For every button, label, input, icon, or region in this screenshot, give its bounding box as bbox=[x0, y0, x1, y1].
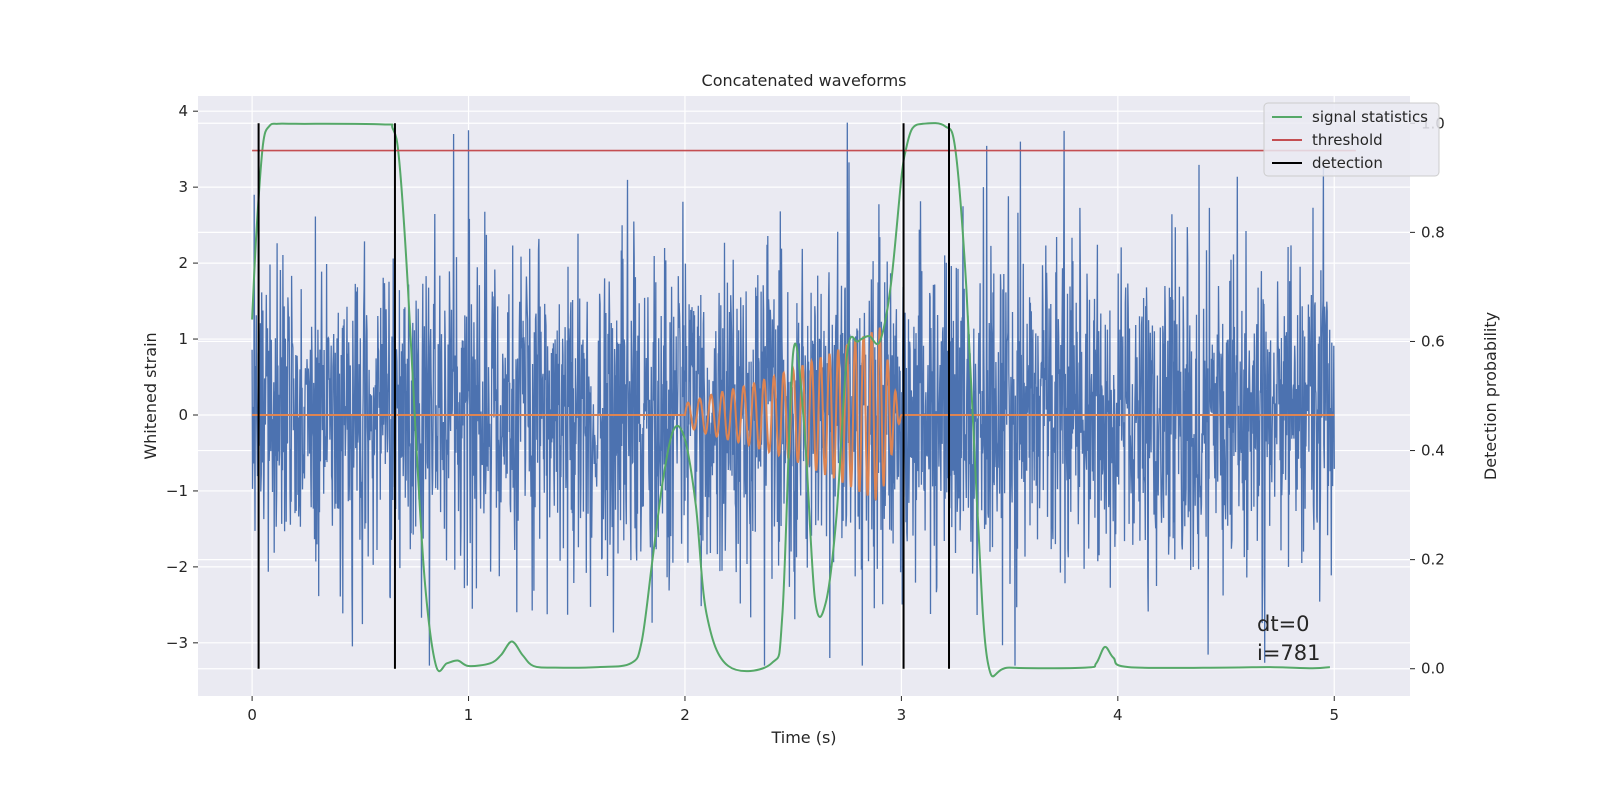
annotation-dt: dt=0 bbox=[1257, 612, 1310, 636]
legend: signal statistics threshold detection bbox=[1263, 102, 1440, 177]
y-axis-label: Whitened strain bbox=[141, 332, 160, 459]
x-tick-label: 3 bbox=[897, 706, 907, 724]
y-tick-label: 0 bbox=[178, 406, 188, 424]
x-axis-label: Time (s) bbox=[770, 728, 836, 747]
y2-tick-label: 0.6 bbox=[1421, 332, 1445, 350]
y2-tick-label: 0.4 bbox=[1421, 442, 1445, 460]
signal-statistics-series bbox=[251, 122, 1330, 678]
x-tick-label: 2 bbox=[680, 706, 690, 724]
detection-series bbox=[257, 123, 951, 669]
legend-label-signal-statistics: signal statistics bbox=[1312, 108, 1428, 126]
x-tick-label: 1 bbox=[464, 706, 474, 724]
annotation-index: i=781 bbox=[1257, 641, 1321, 665]
strain-line bbox=[251, 122, 1335, 666]
chart-title: Concatenated waveforms bbox=[702, 71, 907, 90]
y-tick-label: 1 bbox=[178, 330, 188, 348]
y-axis-left: −3 −2 −1 0 1 2 3 4 bbox=[166, 102, 198, 652]
y-tick-label: 2 bbox=[178, 254, 188, 272]
y2-tick-label: 0.8 bbox=[1421, 223, 1445, 241]
injection-series bbox=[252, 327, 1335, 501]
y-tick-label: 3 bbox=[178, 178, 188, 196]
injection-line bbox=[252, 327, 1335, 501]
strain-series bbox=[251, 122, 1335, 666]
x-tick-label: 4 bbox=[1113, 706, 1123, 724]
y-tick-label: 4 bbox=[178, 102, 188, 120]
legend-label-threshold: threshold bbox=[1312, 131, 1383, 149]
y-tick-label: −1 bbox=[166, 482, 188, 500]
y2-tick-label: 0.0 bbox=[1421, 660, 1445, 678]
signal-statistics-line bbox=[251, 122, 1330, 678]
y-tick-label: −2 bbox=[166, 558, 188, 576]
x-tick-label: 5 bbox=[1329, 706, 1339, 724]
x-tick-label: 0 bbox=[247, 706, 257, 724]
y-tick-label: −3 bbox=[166, 634, 188, 652]
y2-tick-label: 0.2 bbox=[1421, 551, 1445, 569]
legend-box bbox=[1263, 102, 1440, 177]
legend-label-detection: detection bbox=[1312, 154, 1383, 172]
y2-axis-label: Detection probability bbox=[1481, 312, 1500, 480]
y-axis-right: 0.00.20.40.60.81.0 bbox=[1410, 114, 1445, 678]
x-axis: 0 1 2 3 4 5 bbox=[247, 696, 1339, 724]
